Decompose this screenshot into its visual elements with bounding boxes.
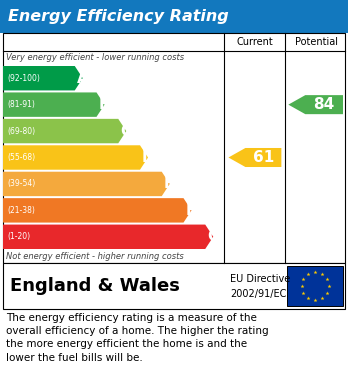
- Bar: [3, 33, 345, 263]
- Text: Current: Current: [237, 37, 273, 47]
- Polygon shape: [288, 95, 343, 114]
- Text: B: B: [98, 97, 110, 112]
- Text: The energy efficiency rating is a measure of the
overall efficiency of a home. T: The energy efficiency rating is a measur…: [6, 313, 269, 362]
- Text: D: D: [142, 150, 155, 165]
- Polygon shape: [228, 148, 282, 167]
- Text: (39-54): (39-54): [7, 179, 35, 188]
- Text: G: G: [207, 229, 220, 244]
- Polygon shape: [3, 92, 104, 117]
- Text: (92-100): (92-100): [7, 74, 40, 83]
- Polygon shape: [3, 145, 148, 170]
- Text: EU Directive: EU Directive: [230, 274, 291, 284]
- Bar: [0, 0, 348, 33]
- Text: (69-80): (69-80): [7, 127, 35, 136]
- Polygon shape: [3, 224, 213, 249]
- Text: F: F: [185, 203, 196, 218]
- Text: 84: 84: [314, 97, 335, 112]
- Polygon shape: [3, 172, 170, 196]
- Text: Potential: Potential: [295, 37, 338, 47]
- Text: 2002/91/EC: 2002/91/EC: [230, 289, 287, 299]
- Polygon shape: [3, 119, 126, 143]
- Polygon shape: [3, 198, 191, 222]
- Bar: [287, 266, 343, 306]
- Bar: [3, 263, 345, 309]
- Text: England & Wales: England & Wales: [10, 277, 180, 295]
- Text: Very energy efficient - lower running costs: Very energy efficient - lower running co…: [6, 54, 184, 63]
- Text: (55-68): (55-68): [7, 153, 35, 162]
- Text: E: E: [164, 176, 174, 192]
- Text: (1-20): (1-20): [7, 232, 30, 241]
- Text: 61: 61: [253, 150, 274, 165]
- Text: (81-91): (81-91): [7, 100, 35, 109]
- Polygon shape: [3, 66, 83, 90]
- Text: Not energy efficient - higher running costs: Not energy efficient - higher running co…: [6, 252, 184, 261]
- Text: C: C: [120, 124, 132, 138]
- Text: (21-38): (21-38): [7, 206, 35, 215]
- Text: A: A: [77, 71, 88, 86]
- Text: Energy Efficiency Rating: Energy Efficiency Rating: [8, 9, 229, 24]
